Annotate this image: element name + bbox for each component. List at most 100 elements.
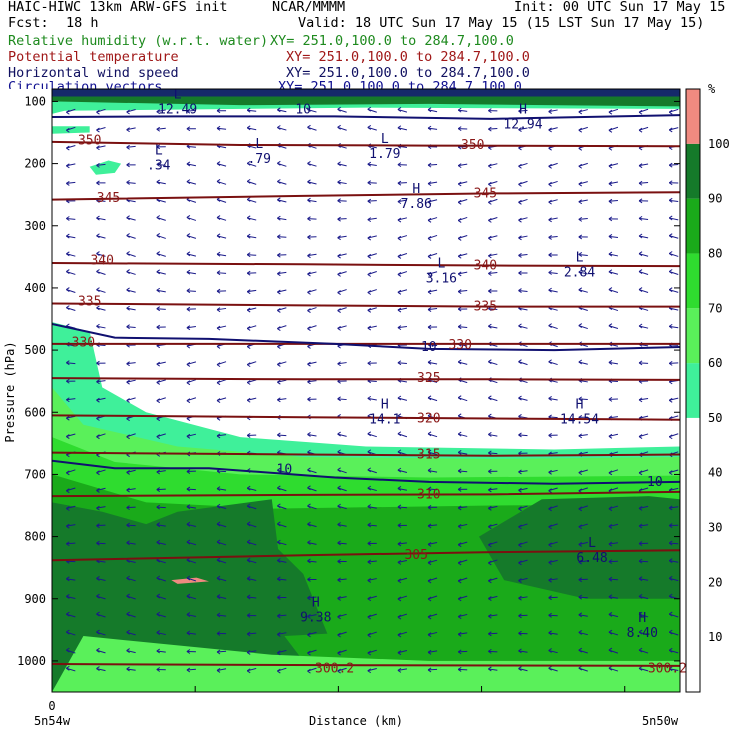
vector-head [668, 269, 673, 274]
vector-head [457, 523, 462, 529]
wind-contours [52, 114, 680, 485]
vector-head [548, 396, 552, 401]
vector-shaft [608, 235, 618, 238]
wind-contour-line [52, 459, 680, 485]
theta-contour-line [52, 140, 680, 148]
field-xy-wind: XY= 251.0,100.0 to 284.7,100.0 [286, 65, 530, 81]
vector-head [518, 323, 522, 329]
vector-shaft [126, 307, 136, 311]
vector-head [246, 380, 251, 385]
vector-head [66, 109, 70, 115]
vector-shaft [96, 487, 106, 491]
vector-head [548, 270, 552, 275]
colorbar-swatch [686, 143, 700, 199]
vector-shaft [126, 650, 136, 654]
vector-head [337, 161, 341, 167]
vector-head [126, 434, 130, 440]
vector-shaft [247, 596, 257, 599]
extremum-marker: H [312, 595, 320, 610]
vector-head [488, 395, 492, 401]
vector-head [277, 432, 281, 438]
vector-head [156, 324, 161, 330]
vector-head [186, 179, 191, 185]
vector-head [397, 523, 402, 528]
y-tick-label: 100 [24, 94, 46, 108]
vector-shaft [66, 398, 76, 401]
vector-shaft [548, 289, 558, 293]
vector-head [126, 269, 130, 275]
vector-shaft [156, 127, 166, 130]
vector-head [427, 505, 432, 510]
vector-head [548, 488, 552, 494]
vector-head [186, 269, 191, 275]
vector-shaft [518, 470, 528, 473]
vector-head [518, 542, 522, 548]
vector-head [367, 632, 372, 638]
vector-head [216, 539, 221, 545]
vector-head [277, 503, 281, 509]
vector-head [367, 180, 372, 186]
vector-head [186, 630, 191, 636]
vector-shaft [66, 542, 76, 545]
vector-head [548, 432, 552, 438]
vector-head [337, 106, 341, 112]
y-tick-label: 800 [24, 530, 46, 544]
vector-shaft [126, 326, 136, 328]
vector-head [608, 287, 613, 292]
vector-head [277, 107, 281, 113]
vector-head [367, 217, 372, 223]
vector-shaft [578, 560, 588, 563]
wind-speed-label: 10 [421, 340, 437, 355]
vector-shaft [126, 542, 136, 545]
vector-shaft [126, 181, 136, 184]
vector-head [427, 523, 432, 529]
vector-shaft [216, 614, 227, 617]
vector-shaft [96, 199, 106, 202]
vector-head [337, 271, 341, 277]
vector-head [397, 578, 402, 584]
vector-head [367, 125, 372, 130]
vector-head [216, 594, 221, 599]
vector-shaft [277, 614, 287, 617]
vector-shaft [126, 559, 136, 564]
vector-head [216, 521, 221, 527]
vector-shaft [277, 469, 287, 473]
colorbar-tick-label: 50 [708, 411, 722, 425]
vector-shaft [639, 362, 649, 364]
vector-head [156, 648, 161, 654]
vector-head [427, 107, 432, 113]
vector-head [668, 233, 673, 239]
vector-head [578, 594, 583, 600]
vector-shaft [126, 668, 136, 671]
vector-head [126, 361, 130, 367]
vector-head [578, 234, 583, 240]
vector-shaft [458, 181, 468, 185]
vector-shaft [488, 253, 498, 257]
extremum-marker: L [155, 143, 163, 158]
vector-head [307, 432, 311, 437]
vector-shaft [518, 109, 528, 112]
colorbar-swatch [686, 472, 700, 528]
vector-head [608, 611, 613, 617]
vector-head [518, 288, 522, 293]
vector-head [397, 504, 402, 510]
vector-shaft [518, 254, 528, 256]
vector-shaft [518, 487, 528, 491]
vector-shaft [518, 290, 528, 293]
vector-head [277, 485, 281, 491]
vector-head [518, 127, 522, 133]
vector-head [307, 271, 311, 277]
vector-head [66, 506, 70, 511]
vector-head [367, 577, 372, 583]
vector-head [518, 578, 522, 583]
vector-shaft [458, 650, 468, 653]
extremum-marker: L [588, 536, 596, 551]
vector-shaft [186, 145, 196, 148]
extremum-value: 3.16 [426, 271, 457, 286]
vector-shaft [548, 614, 558, 617]
vector-head [277, 521, 281, 527]
vector-shaft [186, 433, 197, 437]
vector-shaft [639, 560, 649, 563]
vector-shaft [96, 524, 106, 527]
vector-head [367, 449, 372, 455]
